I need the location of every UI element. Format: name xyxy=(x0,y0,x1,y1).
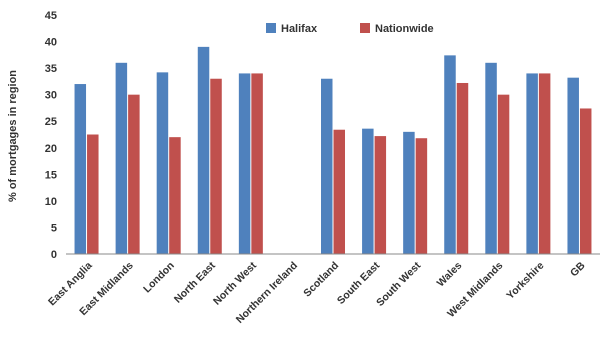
x-tick-label: Yorkshire xyxy=(504,260,546,302)
y-tick-label: 45 xyxy=(45,10,57,22)
y-tick-label: 0 xyxy=(51,249,57,261)
y-tick-label: 35 xyxy=(45,63,57,75)
y-tick-label: 20 xyxy=(45,143,57,155)
bar-halifax-east-anglia xyxy=(74,84,87,255)
bar-nationwide-wales xyxy=(456,82,469,254)
bar-halifax-north-east xyxy=(197,46,210,254)
bar-halifax-south-east xyxy=(362,128,374,254)
bar-nationwide-yorkshire xyxy=(538,73,551,254)
legend-label-halifax: Halifax xyxy=(281,23,318,35)
bar-nationwide-scotland xyxy=(333,129,345,254)
legend-swatch-halifax xyxy=(266,23,276,33)
bar-halifax-north-west xyxy=(238,73,251,254)
bar-halifax-london xyxy=(156,72,169,254)
bar-halifax-east-midlands xyxy=(115,62,128,254)
bar-nationwide-london xyxy=(169,137,181,254)
legend-swatch-nationwide xyxy=(360,23,370,33)
bar-halifax-gb xyxy=(567,77,579,254)
y-tick-label: 10 xyxy=(45,196,57,208)
y-tick-label: 5 xyxy=(51,222,57,234)
bar-halifax-south-west xyxy=(403,131,415,254)
bar-nationwide-gb xyxy=(579,108,592,254)
bar-halifax-west-midlands xyxy=(485,62,497,254)
bar-nationwide-north-west xyxy=(251,73,263,254)
bar-halifax-wales xyxy=(444,55,456,255)
y-axis-ticks: 0 5 10 15 20 25 30 35 40 45 xyxy=(45,10,57,261)
y-tick-label: 30 xyxy=(45,90,57,102)
bar-nationwide-east-anglia xyxy=(87,134,99,254)
legend-label-nationwide: Nationwide xyxy=(375,23,434,35)
bar-nationwide-south-east xyxy=(374,136,387,254)
y-axis-title: % of mortgages in region xyxy=(7,70,19,202)
bar-nationwide-south-west xyxy=(415,138,428,254)
x-tick-label: Wales xyxy=(435,260,465,290)
x-tick-label: South West xyxy=(374,259,424,309)
y-axis-title-group: % of mortgages in region xyxy=(7,70,19,202)
x-tick-label: London xyxy=(141,260,177,296)
y-tick-label: 25 xyxy=(45,116,57,128)
legend: Halifax Nationwide xyxy=(266,23,434,35)
bar-nationwide-west-midlands xyxy=(497,94,510,255)
bar-nationwide-north-east xyxy=(210,78,222,254)
x-tick-label: Scotland xyxy=(301,260,341,300)
y-tick-label: 40 xyxy=(45,37,57,49)
x-tick-label: GB xyxy=(568,259,588,279)
bar-series xyxy=(74,46,592,255)
bar-halifax-scotland xyxy=(321,78,333,254)
bar-halifax-yorkshire xyxy=(526,73,538,254)
bar-nationwide-east-midlands xyxy=(128,94,140,255)
y-tick-label: 15 xyxy=(45,169,57,181)
